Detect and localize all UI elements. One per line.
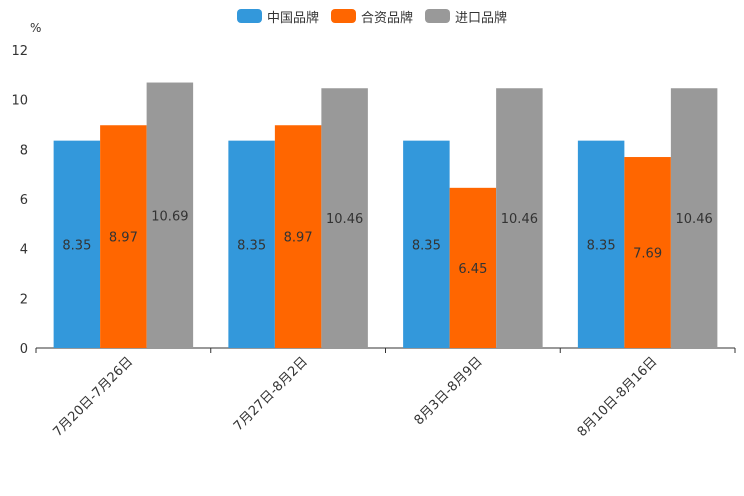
- bar-value-label: 6.45: [458, 262, 487, 277]
- y-tick-label: 6: [20, 193, 28, 208]
- x-category-label: 7月27日-8月2日: [231, 354, 311, 434]
- legend-swatch-joint-venture-brand: [330, 9, 356, 23]
- x-category-label: 8月10日-8月16日: [575, 354, 661, 440]
- bar-value-label: 7.69: [633, 247, 662, 262]
- bar: [321, 88, 368, 348]
- bar-value-label: 8.35: [587, 238, 616, 253]
- legend-label-joint-venture-brand: 合资品牌: [360, 10, 413, 26]
- x-category-label: 7月20日-7月26日: [50, 354, 136, 440]
- x-category-label: 8月3日-8月9日: [412, 354, 486, 428]
- y-tick-label: 8: [20, 143, 28, 158]
- legend-item-china-brand[interactable]: 中国品牌: [236, 7, 319, 26]
- y-axis-unit: %: [30, 21, 42, 35]
- y-tick-label: 0: [20, 342, 28, 357]
- bar-value-label: 10.46: [676, 212, 713, 227]
- bar: [624, 157, 671, 348]
- bar: [146, 82, 194, 348]
- chart-legend: 中国品牌 合资品牌 进口品牌: [0, 6, 744, 26]
- bar-value-label: 10.69: [151, 209, 188, 224]
- bar: [577, 140, 625, 348]
- y-tick-label: 10: [11, 94, 28, 109]
- bar: [100, 125, 147, 349]
- bar-value-label: 8.97: [109, 231, 138, 246]
- y-tick-label: 4: [20, 243, 28, 258]
- legend-item-joint-venture-brand[interactable]: 合资品牌: [330, 7, 413, 26]
- bar-value-label: 8.35: [62, 238, 91, 253]
- y-tick-label: 2: [20, 292, 28, 307]
- bar: [670, 88, 718, 348]
- bar: [403, 140, 450, 348]
- legend-swatch-china-brand: [236, 9, 262, 23]
- legend-label-china-brand: 中国品牌: [266, 10, 319, 26]
- bar: [274, 125, 322, 349]
- bar-value-label: 10.46: [326, 212, 363, 227]
- y-tick-label: 12: [11, 44, 28, 59]
- legend-swatch-imported-brand: [425, 9, 450, 23]
- bar-value-label: 8.35: [412, 238, 441, 253]
- bar-value-label: 10.46: [501, 212, 538, 227]
- bar: [449, 187, 497, 348]
- bar: [496, 88, 543, 348]
- legend-item-imported-brand[interactable]: 进口品牌: [425, 7, 507, 26]
- bar: [53, 140, 101, 348]
- bar-value-label: 8.35: [237, 238, 266, 253]
- bar-value-label: 8.97: [284, 231, 313, 246]
- legend-label-imported-brand: 进口品牌: [455, 10, 508, 26]
- bar: [228, 140, 275, 348]
